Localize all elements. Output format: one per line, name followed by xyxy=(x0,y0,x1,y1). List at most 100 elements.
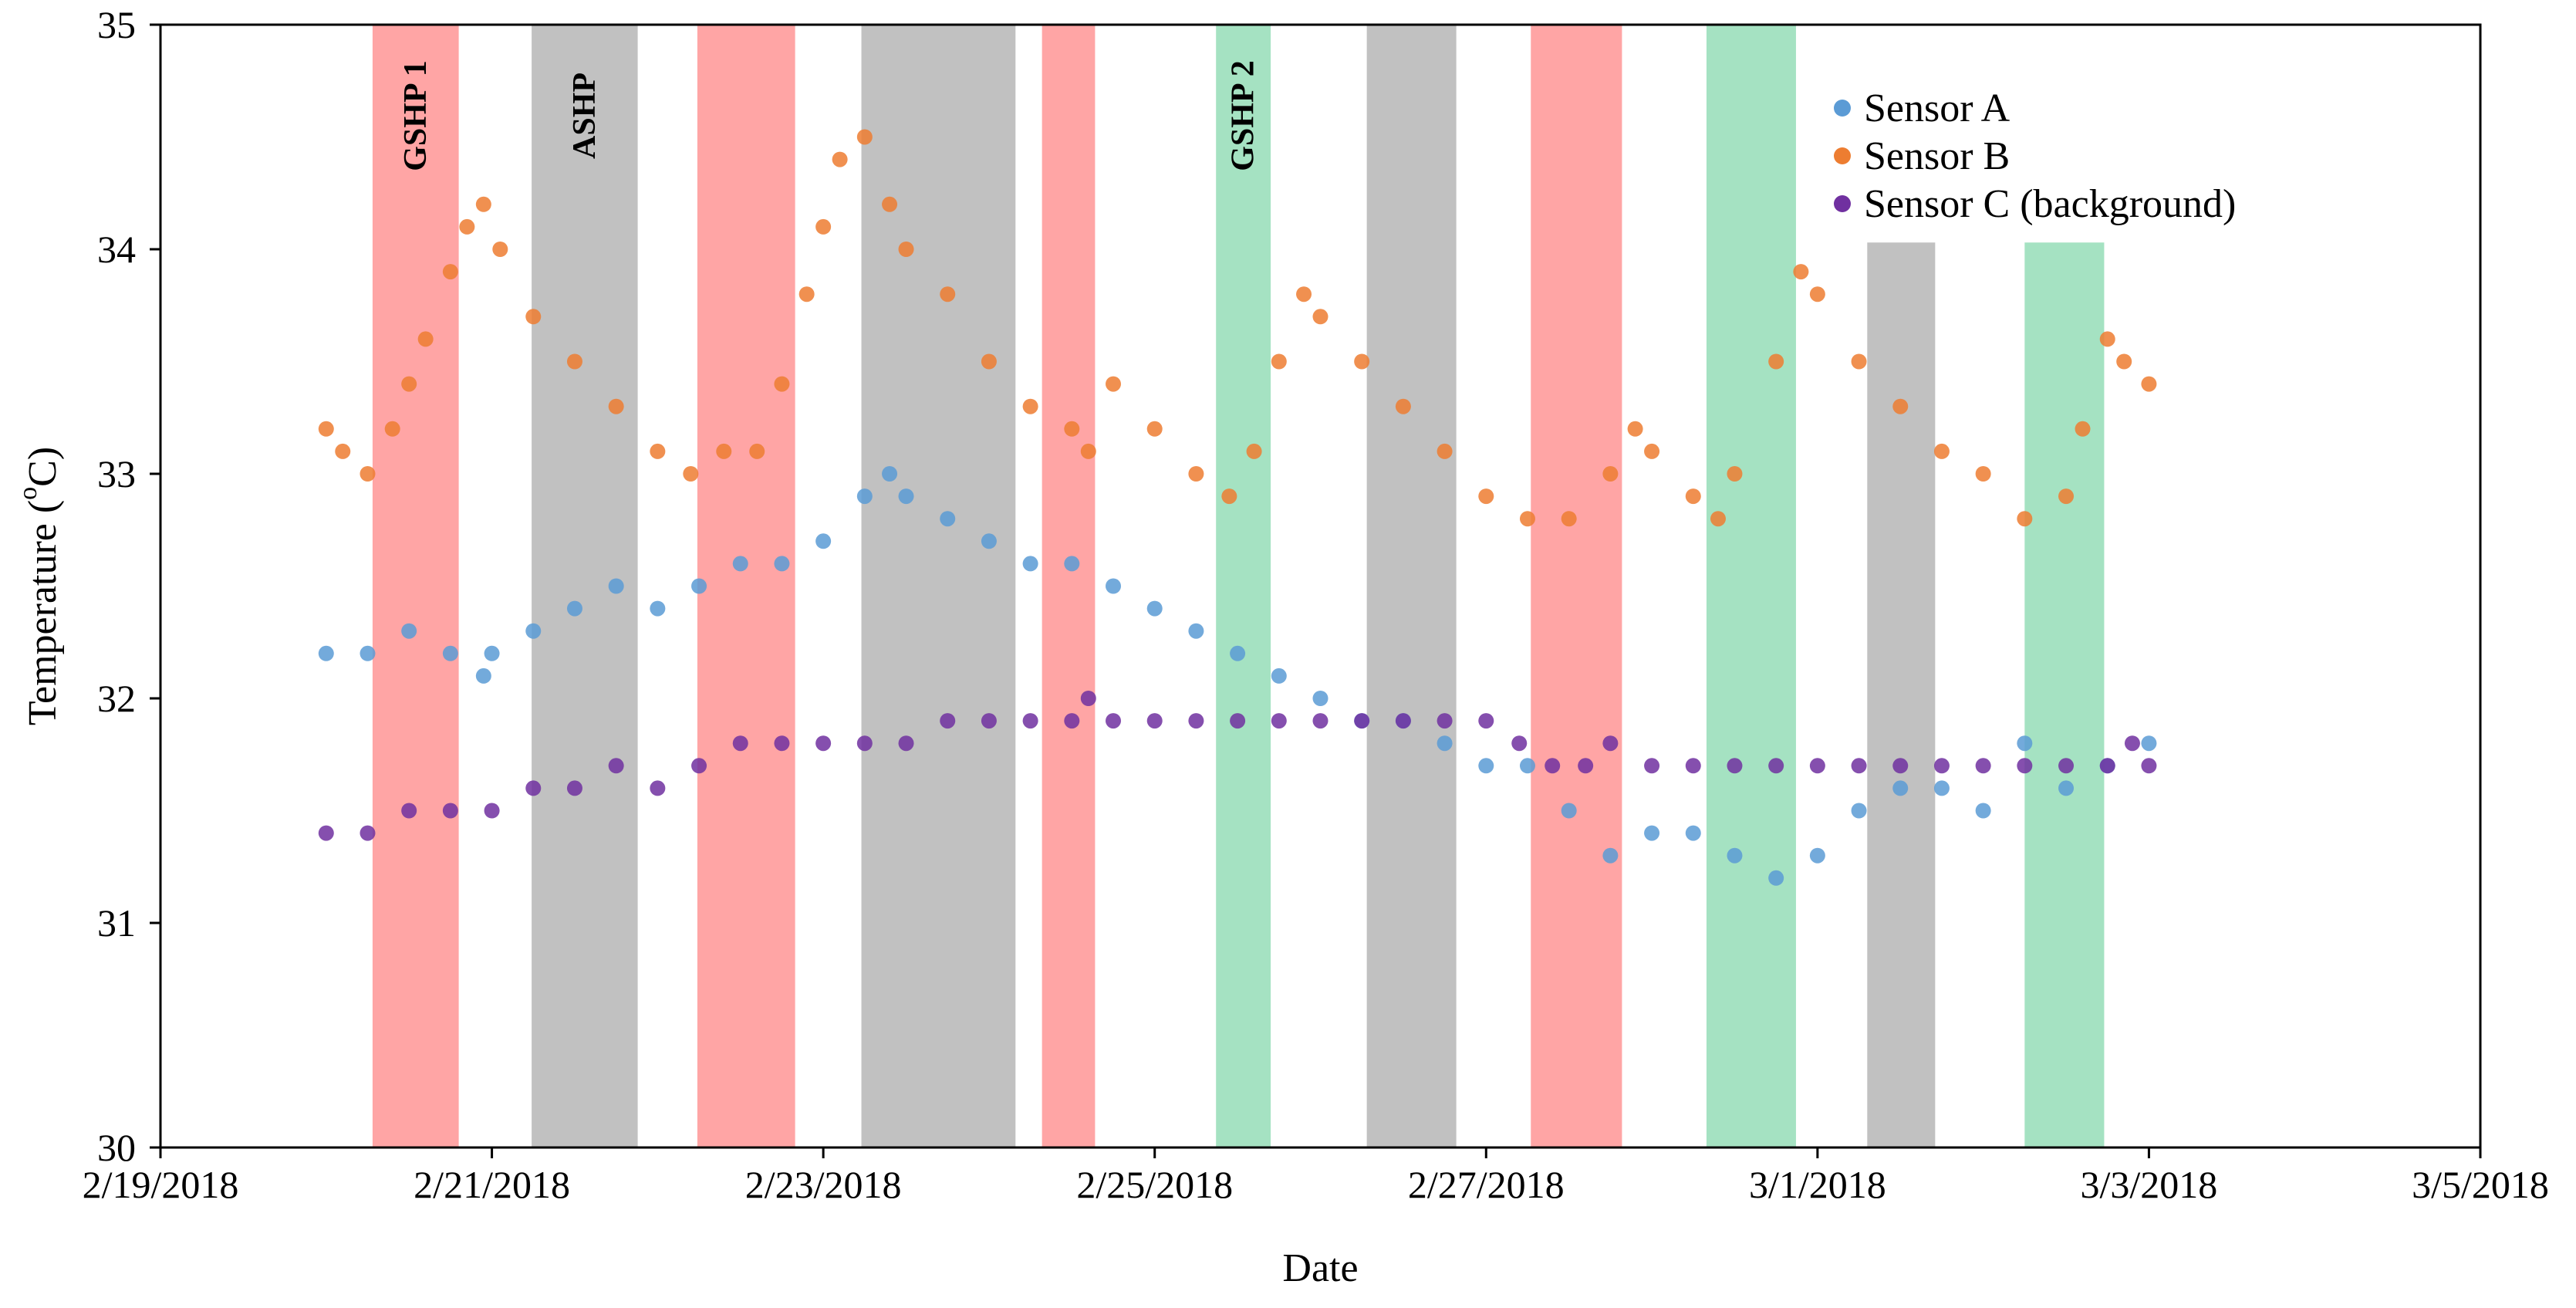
sensor_a-point-29 xyxy=(1437,735,1453,752)
sensor_b-point-30 xyxy=(1146,421,1163,437)
x-tick-label-4: 2/27/2018 xyxy=(1408,1163,1565,1206)
sensor_b-point-45 xyxy=(1644,443,1660,459)
sensor_c-point-24 xyxy=(1271,713,1287,729)
sensor_b-point-54 xyxy=(1933,443,1950,459)
sensor_b-point-1 xyxy=(335,443,351,459)
sensor_c-point-26 xyxy=(1354,713,1370,729)
legend-marker-sensor_b xyxy=(1834,147,1851,164)
sensor_a-point-20 xyxy=(1064,556,1080,572)
sensor_b-point-28 xyxy=(1080,443,1096,459)
sensor_b-point-7 xyxy=(459,218,475,235)
sensor_c-point-37 xyxy=(1768,758,1784,774)
sensor_b-point-22 xyxy=(882,196,898,212)
x-tick-label-7: 3/5/2018 xyxy=(2412,1163,2549,1206)
sensor_c-point-5 xyxy=(525,780,542,796)
sensor_a-point-3 xyxy=(442,645,458,661)
sensor_a-point-17 xyxy=(940,511,956,527)
sensor_a-point-10 xyxy=(691,578,707,594)
band-ashp-9 xyxy=(1867,242,1936,1147)
sensor_b-point-6 xyxy=(442,264,458,280)
sensor_a-point-4 xyxy=(475,668,491,684)
y-axis-title-prefix: Temperature ( xyxy=(21,500,65,725)
sensor_b-point-41 xyxy=(1519,511,1535,527)
sensor_c-point-45 xyxy=(2099,758,2115,774)
sensor_b-point-55 xyxy=(1975,466,1991,482)
sensor_b-point-13 xyxy=(650,443,666,459)
sensor_c-point-14 xyxy=(898,735,914,752)
sensor_b-point-29 xyxy=(1106,376,1122,392)
sensor_a-point-33 xyxy=(1602,847,1619,864)
sensor_b-point-5 xyxy=(417,331,434,347)
sensor_c-point-28 xyxy=(1437,713,1453,729)
sensor_a-point-19 xyxy=(1022,556,1038,572)
band-gshp-1-2 xyxy=(697,25,795,1147)
y-tick-label-5: 35 xyxy=(97,3,136,46)
sensor_b-point-43 xyxy=(1602,466,1619,482)
sensor_c-point-41 xyxy=(1933,758,1950,774)
sensor_c-point-22 xyxy=(1188,713,1204,729)
sensor_b-point-2 xyxy=(360,466,376,482)
sensor_a-point-31 xyxy=(1519,758,1535,774)
band-gshp-1-7 xyxy=(1531,25,1622,1147)
sensor_a-point-25 xyxy=(1271,668,1287,684)
sensor_b-point-14 xyxy=(683,466,699,482)
sensor_a-point-2 xyxy=(401,623,417,639)
sensor_b-point-4 xyxy=(401,376,417,392)
x-tick-label-3: 2/25/2018 xyxy=(1076,1163,1233,1206)
sensor_b-point-44 xyxy=(1627,421,1643,437)
sensor_b-point-56 xyxy=(2017,511,2033,527)
sensor_a-point-15 xyxy=(882,466,898,482)
sensor_b-point-46 xyxy=(1685,488,1701,505)
y-tick-label-1: 31 xyxy=(97,901,136,945)
operation-bands: GSHP 1 ASHP GSHP 2 xyxy=(372,25,2105,1147)
sensor_b-point-53 xyxy=(1892,398,1909,414)
sensor_a-point-34 xyxy=(1644,825,1660,841)
sensor_c-point-6 xyxy=(566,780,582,796)
sensor_b-point-38 xyxy=(1395,398,1411,414)
legend-marker-sensor_c xyxy=(1834,195,1851,212)
legend-label-sensor_b: Sensor B xyxy=(1864,134,2010,178)
x-tick-label-2: 2/23/2018 xyxy=(745,1163,902,1206)
sensor_b-point-37 xyxy=(1354,353,1370,370)
sensor_c-point-3 xyxy=(442,803,458,819)
sensor_c-point-35 xyxy=(1685,758,1701,774)
sensor_a-point-40 xyxy=(1892,780,1909,796)
sensor_a-point-39 xyxy=(1851,803,1867,819)
sensor_a-point-37 xyxy=(1768,870,1784,886)
band-label-1: ASHP xyxy=(567,73,603,159)
sensor_c-point-16 xyxy=(981,713,997,729)
x-tick-label-6: 3/3/2018 xyxy=(2081,1163,2218,1206)
sensor_a-point-41 xyxy=(1933,780,1950,796)
sensor_c-point-23 xyxy=(1230,713,1246,729)
sensor_c-point-29 xyxy=(1478,713,1494,729)
sensor_c-point-31 xyxy=(1545,758,1561,774)
sensor_b-point-27 xyxy=(1064,421,1080,437)
sensor_c-point-39 xyxy=(1851,758,1867,774)
sensor_c-point-21 xyxy=(1146,713,1163,729)
sensor_c-point-47 xyxy=(2141,758,2157,774)
sensor_c-point-38 xyxy=(1809,758,1825,774)
sensor_c-point-30 xyxy=(1511,735,1528,752)
sensor_b-point-50 xyxy=(1793,264,1809,280)
sensor_a-point-24 xyxy=(1230,645,1246,661)
sensor_c-point-19 xyxy=(1080,691,1096,706)
axis-ticks: 2/19/2018 2/21/2018 2/23/2018 2/25/2018 2/27… xyxy=(83,3,2549,1206)
sensor_a-point-32 xyxy=(1561,803,1577,819)
sensor_b-point-16 xyxy=(749,443,765,459)
y-tick-label-2: 32 xyxy=(97,677,136,720)
sensor_b-point-57 xyxy=(2058,488,2075,505)
sensor_b-point-49 xyxy=(1768,353,1784,370)
sensor_a-point-42 xyxy=(1975,803,1991,819)
sensor_b-point-3 xyxy=(384,421,400,437)
band-gshp-2-5 xyxy=(1216,25,1271,1147)
sensor_b-point-9 xyxy=(492,242,508,257)
sensor_c-point-13 xyxy=(856,735,873,752)
sensor_b-point-48 xyxy=(1727,466,1743,482)
sensor_a-point-26 xyxy=(1312,691,1329,706)
sensor_c-point-11 xyxy=(774,735,790,752)
sensor_b-point-40 xyxy=(1478,488,1494,505)
sensor_c-point-8 xyxy=(650,780,666,796)
sensor_b-point-47 xyxy=(1710,511,1726,527)
sensor_a-point-13 xyxy=(815,533,832,549)
